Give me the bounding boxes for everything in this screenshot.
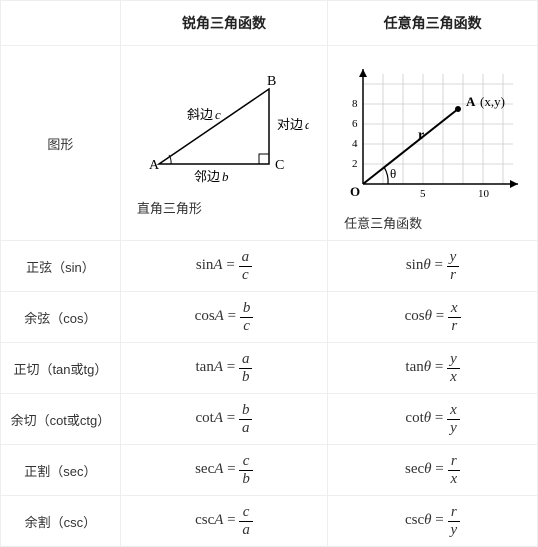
triangle-caption: 直角三角形	[127, 198, 321, 217]
figure-row: 图形 A B C 斜边c 对边a 邻边b 直角三角形	[1, 46, 538, 241]
r-label: r	[418, 128, 424, 143]
point-A-coords: (x,y)	[480, 94, 505, 109]
row-label: 余弦（cos）	[1, 292, 121, 343]
formula-acute: cscA = ca	[120, 496, 327, 547]
opp-label: 对边	[277, 117, 303, 132]
adj-var: b	[222, 169, 229, 184]
row-label: 正割（sec）	[1, 445, 121, 496]
svg-text:邻边b: 邻边b	[194, 169, 229, 184]
row-label: 正弦（sin）	[1, 241, 121, 292]
formula-general: cosθ = xr	[328, 292, 538, 343]
trig-table: 锐角三角函数 任意角三角函数 图形 A B C 斜边c 对边a 邻边b 直角三角…	[0, 0, 538, 547]
table-row: 余切（cot或ctg）cotA = bacotθ = xy	[1, 394, 538, 445]
header-acute: 锐角三角函数	[120, 1, 327, 46]
table-row: 余弦（cos）cosA = bccosθ = xr	[1, 292, 538, 343]
table-row: 正割（sec）secA = cbsecθ = rx	[1, 445, 538, 496]
formula-general: cscθ = ry	[328, 496, 538, 547]
row-label: 正切（tan或tg）	[1, 343, 121, 394]
coordinate-diagram: O A (x,y) r θ 5 10 2 4 6 8	[338, 54, 528, 204]
triangle-cell: A B C 斜边c 对边a 邻边b 直角三角形	[120, 46, 327, 241]
svg-text:对边a: 对边a	[277, 117, 309, 132]
opp-var: a	[305, 117, 309, 132]
coord-cell: O A (x,y) r θ 5 10 2 4 6 8 任意三角函数	[328, 46, 538, 241]
hyp-label: 斜边	[187, 107, 213, 122]
svg-text:斜边c: 斜边c	[187, 107, 221, 122]
formula-acute: sinA = ac	[120, 241, 327, 292]
vertex-B: B	[267, 74, 276, 89]
adj-label: 邻边	[194, 169, 220, 184]
formula-acute: secA = cb	[120, 445, 327, 496]
ytick-6: 6	[352, 118, 358, 130]
row-label: 余割（csc）	[1, 496, 121, 547]
formula-acute: cotA = ba	[120, 394, 327, 445]
formula-general: sinθ = yr	[328, 241, 538, 292]
header-row: 锐角三角函数 任意角三角函数	[1, 1, 538, 46]
vertex-A: A	[149, 158, 160, 173]
xtick-10: 10	[478, 188, 490, 200]
formula-general: secθ = rx	[328, 445, 538, 496]
vertex-C: C	[275, 158, 284, 173]
table-row: 余割（csc）cscA = cacscθ = ry	[1, 496, 538, 547]
table-row: 正弦（sin）sinA = acsinθ = yr	[1, 241, 538, 292]
xtick-5: 5	[420, 188, 426, 200]
header-general: 任意角三角函数	[328, 1, 538, 46]
ytick-8: 8	[352, 98, 358, 110]
figure-row-label: 图形	[1, 46, 121, 241]
formula-acute: tanA = ab	[120, 343, 327, 394]
row-label: 余切（cot或ctg）	[1, 394, 121, 445]
point-A-label: A	[466, 94, 476, 109]
formula-general: tanθ = yx	[328, 343, 538, 394]
coord-caption: 任意三角函数	[334, 213, 531, 232]
hyp-var: c	[215, 107, 221, 122]
formula-acute: cosA = bc	[120, 292, 327, 343]
formula-general: cotθ = xy	[328, 394, 538, 445]
header-blank	[1, 1, 121, 46]
ytick-2: 2	[352, 158, 358, 170]
origin-label: O	[350, 184, 360, 199]
theta-label: θ	[390, 166, 396, 181]
table-row: 正切（tan或tg）tanA = abtanθ = yx	[1, 343, 538, 394]
right-triangle-diagram: A B C 斜边c 对边a 邻边b	[139, 69, 309, 189]
ytick-4: 4	[352, 138, 358, 150]
